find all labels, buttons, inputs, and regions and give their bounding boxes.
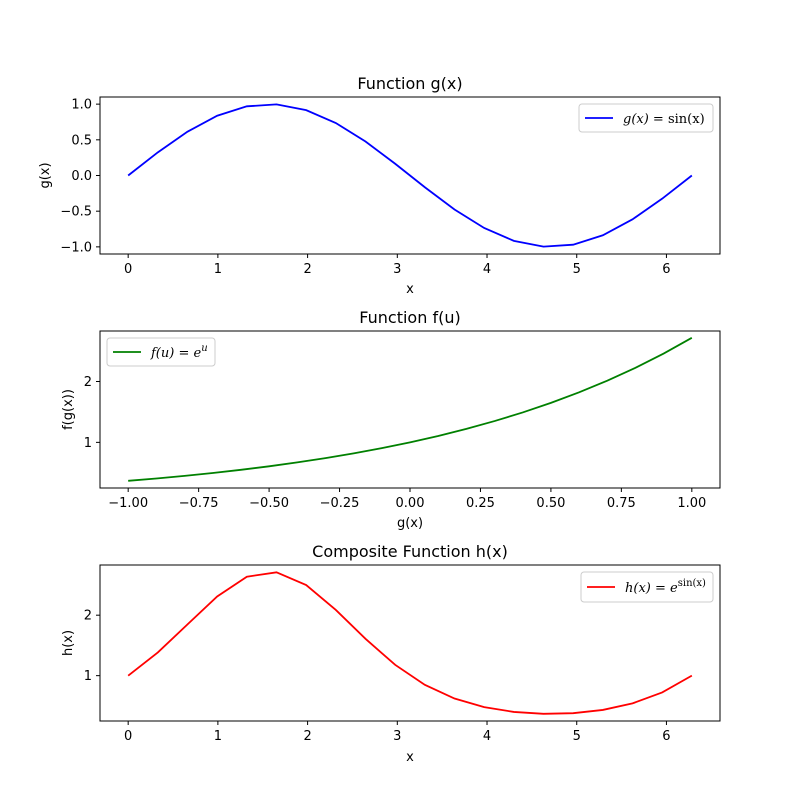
x-tick-label: 5: [573, 729, 581, 744]
x-tick-label: −1.00: [108, 496, 148, 511]
series-line: [127, 571, 693, 715]
legend-lhs: f(u): [150, 346, 174, 361]
legend-eq: =: [651, 581, 670, 596]
x-tick-label: −0.50: [249, 496, 289, 511]
legend-base: e: [670, 581, 678, 596]
x-tick-label: 2: [303, 729, 311, 744]
y-axis: 12: [84, 609, 100, 684]
chart-title: Function f(u): [359, 308, 460, 327]
x-axis-label: g(x): [397, 516, 423, 531]
y-tick-label: 1.0: [71, 98, 92, 113]
plot-area: [127, 103, 693, 248]
x-tick-label: 5: [573, 262, 581, 277]
x-tick-label: 0: [124, 729, 132, 744]
legend: f(u) = eu: [106, 337, 216, 367]
x-tick-label: −0.25: [320, 496, 360, 511]
legend-eq: =: [174, 346, 193, 361]
legend-box: [580, 571, 714, 603]
legend-base: e: [194, 346, 202, 361]
y-tick-label: 0.5: [71, 133, 92, 148]
y-tick-label: 2: [84, 375, 92, 390]
x-tick-label: 1: [214, 262, 222, 277]
x-axis-label: x: [406, 282, 414, 297]
x-axis: −1.00 −0.75 −0.50 −0.25 0.00 0.25 0.50 0.75 1.00: [108, 488, 706, 511]
x-axis: 0 1 2 3 4 5 6: [124, 721, 671, 744]
y-tick-label: 2: [84, 609, 92, 624]
x-tick-label: 3: [393, 262, 401, 277]
x-tick-label: 0.75: [607, 496, 636, 511]
y-axis-label: h(x): [61, 630, 76, 656]
x-tick-label: 6: [662, 729, 670, 744]
x-tick-label: 0.25: [466, 496, 495, 511]
legend-lhs: h(x): [625, 581, 651, 596]
legend-box: [106, 337, 216, 367]
legend-sup: u: [201, 343, 207, 354]
plot-area: [127, 571, 693, 715]
x-tick-label: 3: [393, 729, 401, 744]
y-axis-label: f(g(x)): [61, 389, 76, 430]
x-tick-label: 4: [483, 262, 491, 277]
chart-title: Composite Function h(x): [312, 542, 508, 561]
plot-area: [128, 337, 693, 482]
series-line: [128, 337, 693, 482]
x-tick-label: 6: [662, 262, 670, 277]
y-axis-label: g(x): [38, 162, 53, 188]
legend-eq: =: [649, 112, 668, 127]
legend: h(x) = esin(x): [580, 571, 714, 603]
legend-sup: sin(x): [678, 578, 706, 589]
y-axis: 12: [84, 375, 100, 451]
x-tick-label: 0: [124, 262, 132, 277]
x-tick-label: 2: [303, 262, 311, 277]
legend-box: [578, 103, 714, 133]
legend-label: h(x) = esin(x): [625, 578, 706, 596]
legend: g(x) = sin(x): [578, 103, 714, 133]
y-tick-label: −1.0: [60, 240, 92, 255]
x-tick-label: 0.00: [396, 496, 425, 511]
axes-frame: [99, 96, 721, 255]
x-tick-label: 4: [483, 729, 491, 744]
y-tick-label: 0.0: [71, 169, 92, 184]
x-tick-label: 0.50: [536, 496, 565, 511]
chart-title: Function g(x): [357, 74, 462, 93]
legend-lhs: g(x): [623, 112, 649, 127]
y-tick-label: −0.5: [60, 205, 92, 220]
y-tick-label: 1: [84, 669, 92, 684]
series-line: [127, 103, 693, 248]
subplot-f: Function f(u) −1.00 −0.75 −0.50 −0.25 0.00 0.…: [61, 308, 721, 531]
x-tick-label: 1.00: [677, 496, 706, 511]
axes-frame: [99, 564, 721, 722]
y-axis: −1.0 −0.5 0.0 0.5 1.0: [60, 98, 100, 255]
x-axis: 0 1 2 3 4 5 6: [124, 254, 671, 277]
legend-label: f(u) = eu: [150, 343, 208, 361]
x-tick-label: −0.75: [179, 496, 219, 511]
legend-rhs: sin(x): [668, 112, 705, 127]
x-axis-label: x: [406, 750, 414, 765]
legend-label: g(x) = sin(x): [623, 112, 705, 127]
y-tick-label: 1: [84, 436, 92, 451]
axes-frame: [99, 330, 721, 489]
x-tick-label: 1: [214, 729, 222, 744]
